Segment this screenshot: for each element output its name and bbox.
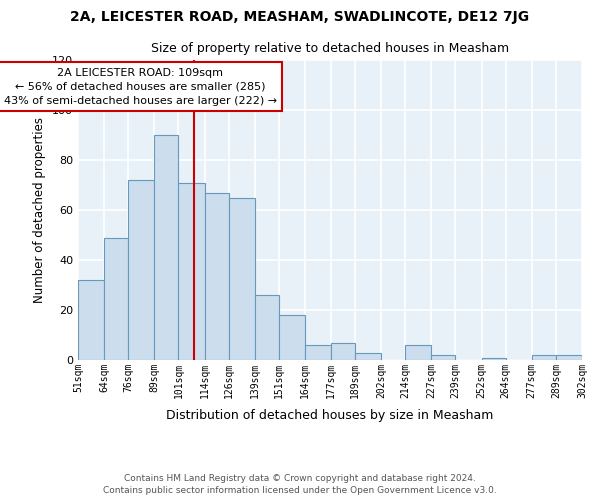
Bar: [128, 180, 154, 360]
Bar: [279, 315, 305, 360]
Bar: [305, 345, 331, 360]
Bar: [405, 345, 431, 360]
Bar: [482, 358, 506, 360]
Bar: [255, 295, 279, 360]
Y-axis label: Number of detached properties: Number of detached properties: [34, 117, 46, 303]
X-axis label: Distribution of detached houses by size in Measham: Distribution of detached houses by size …: [166, 409, 494, 422]
Bar: [331, 342, 355, 360]
Bar: [532, 355, 556, 360]
Bar: [205, 192, 229, 360]
Bar: [78, 280, 104, 360]
Bar: [431, 355, 455, 360]
Text: Contains HM Land Registry data © Crown copyright and database right 2024.
Contai: Contains HM Land Registry data © Crown c…: [103, 474, 497, 495]
Text: 2A LEICESTER ROAD: 109sqm
← 56% of detached houses are smaller (285)
43% of semi: 2A LEICESTER ROAD: 109sqm ← 56% of detac…: [4, 68, 277, 106]
Bar: [154, 135, 178, 360]
Title: Size of property relative to detached houses in Measham: Size of property relative to detached ho…: [151, 42, 509, 54]
Bar: [229, 198, 255, 360]
Text: 2A, LEICESTER ROAD, MEASHAM, SWADLINCOTE, DE12 7JG: 2A, LEICESTER ROAD, MEASHAM, SWADLINCOTE…: [70, 10, 530, 24]
Bar: [355, 352, 381, 360]
Bar: [104, 238, 128, 360]
Bar: [178, 182, 205, 360]
Bar: [556, 355, 582, 360]
